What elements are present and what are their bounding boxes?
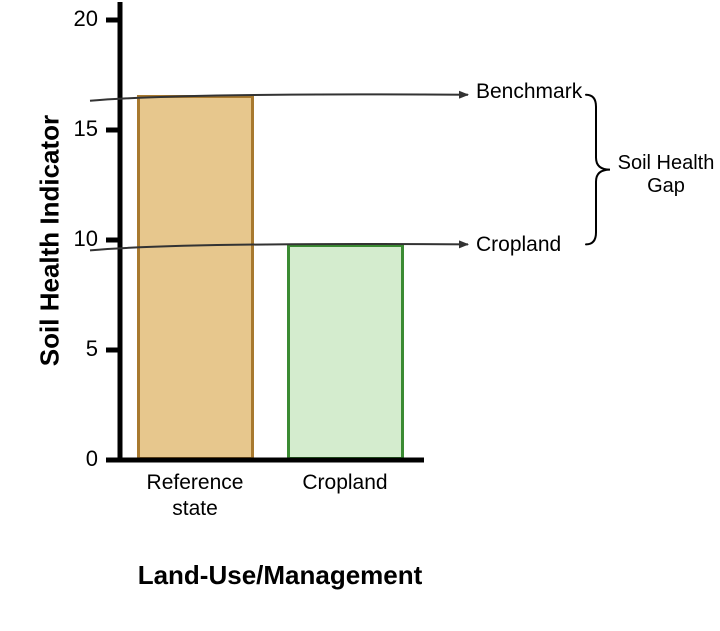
plot-area — [120, 20, 420, 460]
ytick-label: 5 — [56, 336, 98, 362]
ytick-label: 20 — [56, 6, 98, 32]
benchmark-label: Benchmark — [476, 80, 582, 104]
x-axis-label: Land-Use/Management — [100, 560, 460, 591]
ticks-group — [106, 20, 120, 460]
cropland-label: Cropland — [476, 233, 561, 257]
brace-group — [586, 95, 610, 245]
xtick-label: Cropland — [270, 470, 420, 496]
xtick-label: Reference state — [120, 470, 270, 523]
ytick-label: 0 — [56, 446, 98, 472]
ytick-label: 10 — [56, 226, 98, 252]
soil-health-chart: Soil Health Indicator 05101520 Reference… — [0, 0, 720, 631]
gap-label: Soil Health Gap — [616, 152, 716, 198]
ytick-label: 15 — [56, 116, 98, 142]
bar-reference-state — [137, 95, 254, 460]
bar-cropland — [287, 244, 404, 460]
